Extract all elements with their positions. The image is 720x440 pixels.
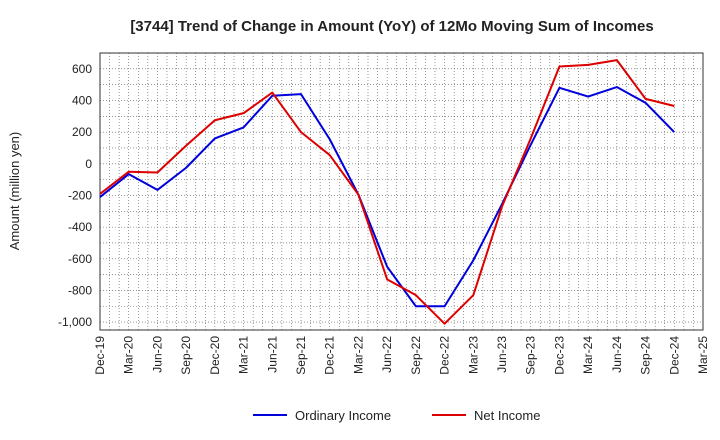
y-tick-label: 0 bbox=[85, 157, 92, 171]
x-tick-label: Dec-24 bbox=[667, 336, 681, 375]
x-axis-ticks: Dec-19 Mar-20 Jun-20 Sep-20 Dec-20 Mar-21 Jun-… bbox=[93, 336, 710, 375]
legend: Ordinary Income Net Income bbox=[253, 408, 540, 423]
x-tick-label: Jun-22 bbox=[380, 336, 394, 373]
plot-area bbox=[99, 52, 704, 331]
y-tick-label: -600 bbox=[68, 252, 92, 266]
x-tick-label: Sep-21 bbox=[294, 336, 308, 375]
series-lines bbox=[99, 59, 676, 325]
x-tick-label: Dec-22 bbox=[438, 336, 452, 375]
series-line-net-income bbox=[99, 59, 675, 325]
x-tick-label: Sep-22 bbox=[409, 336, 423, 375]
x-tick-label: Jun-20 bbox=[150, 336, 164, 373]
x-tick-label: Jun-23 bbox=[495, 336, 509, 373]
x-tick-label: Sep-23 bbox=[524, 336, 538, 375]
x-tick-label: Jun-24 bbox=[610, 336, 624, 373]
y-tick-label: 200 bbox=[72, 125, 92, 139]
x-tick-label: Sep-20 bbox=[179, 336, 193, 375]
x-tick-label: Mar-22 bbox=[351, 336, 365, 374]
y-axis-ticks: 600 400 200 0 -200 -400 -600 -800 -1,000 bbox=[58, 62, 92, 329]
y-tick-label: -1,000 bbox=[58, 315, 92, 329]
chart-title: [3744] Trend of Change in Amount (YoY) o… bbox=[130, 18, 653, 35]
legend-label: Ordinary Income bbox=[295, 408, 391, 423]
x-tick-label: Dec-20 bbox=[208, 336, 222, 375]
y-tick-label: 400 bbox=[72, 93, 92, 107]
y-tick-label: -200 bbox=[68, 188, 92, 202]
x-tick-label: Mar-21 bbox=[237, 336, 251, 374]
y-axis-label: Amount (million yen) bbox=[7, 132, 22, 251]
x-tick-label: Mar-24 bbox=[581, 336, 595, 374]
legend-label: Net Income bbox=[474, 408, 540, 423]
x-tick-label: Mar-23 bbox=[466, 336, 480, 374]
x-tick-label: Dec-23 bbox=[552, 336, 566, 375]
x-tick-label: Dec-21 bbox=[323, 336, 337, 375]
x-tick-label: Sep-24 bbox=[639, 336, 653, 375]
series-line-ordinary-income bbox=[99, 86, 676, 308]
y-tick-label: 600 bbox=[72, 62, 92, 76]
grid-lines bbox=[99, 52, 703, 330]
x-tick-label: Dec-19 bbox=[93, 336, 107, 375]
x-tick-label: Jun-21 bbox=[265, 336, 279, 373]
x-tick-label: Mar-20 bbox=[122, 336, 136, 374]
x-tick-label: Mar-25 bbox=[696, 336, 710, 374]
y-tick-label: -800 bbox=[68, 283, 92, 297]
y-tick-label: -400 bbox=[68, 220, 92, 234]
